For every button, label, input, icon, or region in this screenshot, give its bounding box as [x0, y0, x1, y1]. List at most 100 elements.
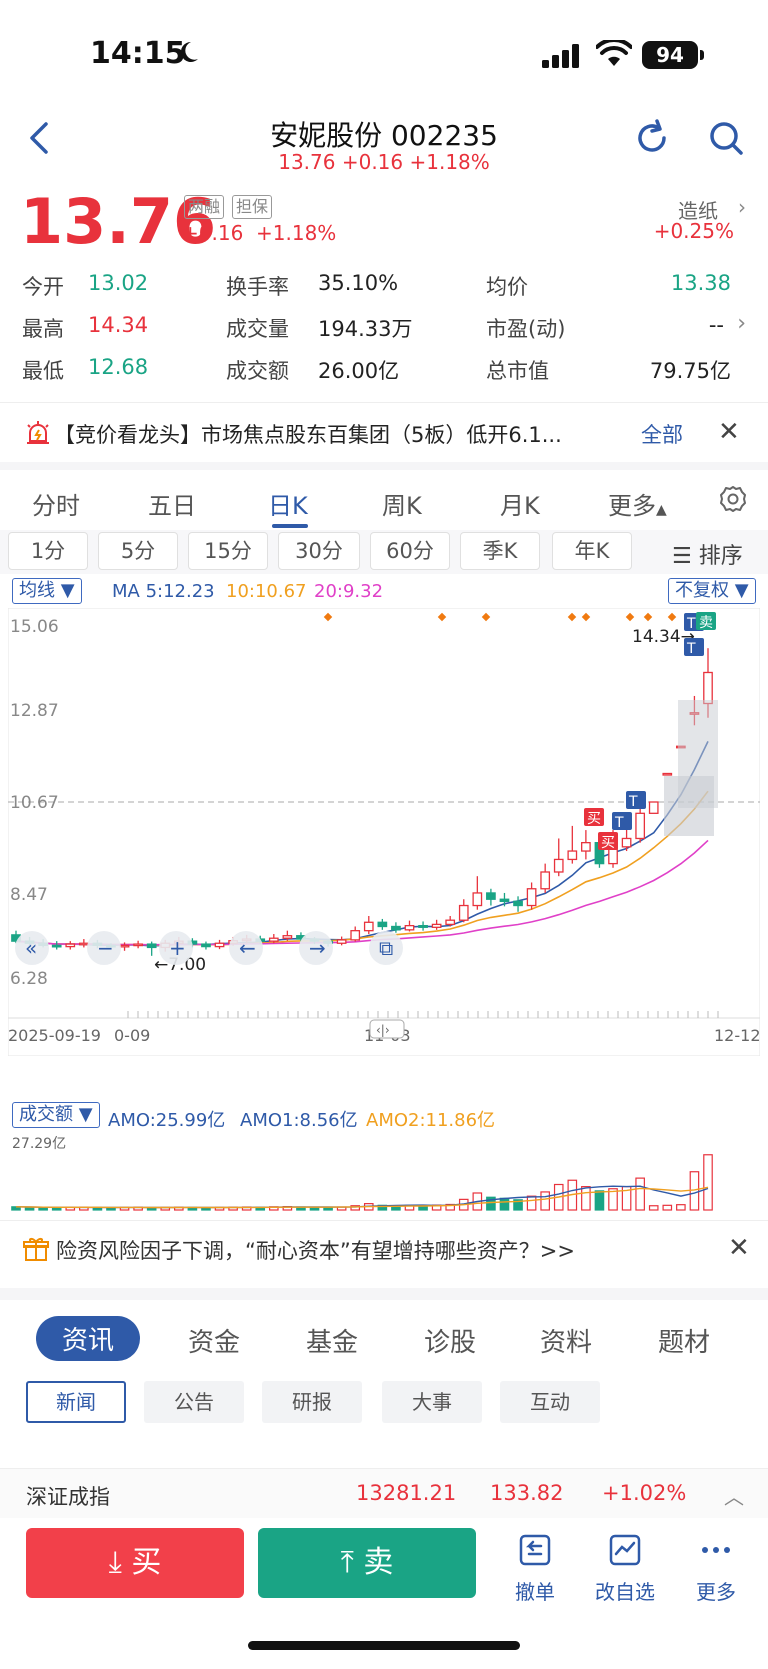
chart-frame	[8, 608, 760, 1056]
interval-15m[interactable]: 15分	[188, 532, 268, 570]
tab-monthly-k[interactable]: 月K	[500, 492, 540, 520]
revoke-button[interactable]: 撤单	[500, 1532, 570, 1605]
candle-body	[350, 930, 361, 941]
action-bar: ⤓ 买 ⤒ 卖 撤单 改自选 更多	[0, 1520, 768, 1630]
sort-button[interactable]: ☰ 排序	[672, 544, 743, 569]
stat-amount: 26.00亿	[318, 359, 400, 383]
volume-bar	[499, 1197, 510, 1211]
candle-body	[431, 923, 442, 928]
tab-fund[interactable]: 基金	[306, 1328, 359, 1358]
more-button[interactable]: 更多	[681, 1532, 751, 1605]
buy-signal: 买	[601, 835, 615, 851]
volume-bar	[51, 1207, 62, 1211]
arrow-left-icon-bg	[229, 931, 263, 965]
ticker-text[interactable]: 【竞价看龙头】市场焦点股东百集团（5板）低开6.1...	[54, 423, 562, 447]
y-tick-label: 6.28	[10, 969, 48, 989]
chevron-up-icon[interactable]: ︿	[724, 1485, 744, 1509]
x-tick-label: 2025-09-19	[8, 1026, 101, 1045]
battery-indicator: 94	[642, 41, 698, 69]
volume-bar	[635, 1177, 645, 1211]
stat-label: 总市值	[486, 359, 549, 383]
sell-icon: ⤒	[340, 1545, 354, 1580]
industry-link[interactable]: 造纸	[678, 199, 718, 223]
adjust-selector[interactable]: 不复权 ▼	[668, 578, 756, 604]
gap-area	[678, 700, 718, 808]
interval-quarter[interactable]: 季K	[460, 532, 540, 570]
ma20-line	[15, 839, 709, 946]
interval-year[interactable]: 年K	[552, 532, 632, 570]
index-bar[interactable]: 深证成指 13281.21 133.82 +1.02% ︿	[0, 1468, 768, 1518]
arrow-right-icon: →	[309, 936, 326, 960]
tab-daily-k[interactable]: 日K	[268, 492, 308, 520]
tab-diagnose[interactable]: 诊股	[424, 1328, 477, 1358]
tab-funds[interactable]: 资金	[188, 1328, 241, 1358]
arrow-right-icon-bg	[299, 931, 333, 965]
stat-label: 最高	[22, 317, 64, 341]
edit-watchlist-button[interactable]: 改自选	[590, 1532, 660, 1605]
arrow-left-icon: ←	[239, 936, 256, 960]
current-price: 13.76	[20, 185, 217, 258]
price-change: +0.16 +1.18%	[182, 221, 337, 245]
volume-bar	[703, 1154, 713, 1211]
subtab-announcement[interactable]: 公告	[144, 1381, 244, 1423]
tab-five-day[interactable]: 五日	[148, 492, 196, 520]
subtab-research[interactable]: 研报	[262, 1381, 362, 1423]
y-tick-label: 8.47	[10, 885, 48, 905]
volume-bar	[608, 1188, 618, 1211]
ticker-all-link[interactable]: 全部	[641, 423, 683, 447]
stat-pe: --	[708, 313, 724, 337]
buy-button[interactable]: ⤓ 买	[26, 1528, 244, 1598]
sell-button[interactable]: ⤒ 卖	[258, 1528, 476, 1598]
subtab-interaction[interactable]: 互动	[500, 1381, 600, 1423]
tab-more[interactable]: 更多▲	[608, 492, 667, 520]
kline-chart[interactable]: 15.0612.8710.678.476.282025-09-190-0911-…	[8, 608, 760, 1056]
y-tick-label: 12.87	[10, 701, 59, 721]
ma-selector[interactable]: 均线 ▼	[12, 578, 82, 604]
candle-body	[282, 935, 293, 939]
tab-intraday[interactable]: 分时	[32, 492, 80, 520]
volume-bar	[445, 1203, 456, 1211]
caret-up-icon: ▲	[656, 502, 667, 518]
refresh-icon[interactable]	[632, 118, 672, 158]
candle-body	[65, 943, 76, 948]
tab-topics[interactable]: 题材	[658, 1328, 711, 1358]
tab-news-info[interactable]: 资讯	[36, 1316, 141, 1361]
stat-open: 13.02	[88, 271, 149, 295]
tab-profile[interactable]: 资料	[540, 1328, 593, 1358]
interval-tabs: 1分 5分 15分 30分 60分 季K 年K ☰ 排序	[0, 530, 768, 574]
subtab-events[interactable]: 大事	[382, 1381, 482, 1423]
t-signal: T	[614, 815, 624, 831]
interval-5m[interactable]: 5分	[98, 532, 178, 570]
y-tick-label: 15.06	[10, 617, 59, 637]
candle-body	[567, 850, 578, 861]
news-ticker[interactable]: 【竞价看龙头】市场焦点股东百集团（5板）低开6.1... 全部 ✕	[0, 402, 768, 462]
volume-chart[interactable]: 27.29亿	[8, 1130, 760, 1212]
subtab-news[interactable]: 新闻	[26, 1381, 126, 1423]
ma-legend: 均线 ▼ MA 5:12.23 10:10.67 20:9.32 不复权 ▼	[0, 578, 768, 608]
candle-body	[472, 892, 483, 907]
nav-header: 安妮股份 002235 13.76 +0.16 +1.18%	[0, 100, 768, 180]
interval-1m[interactable]: 1分	[8, 532, 88, 570]
y-tick-label: 10.67	[10, 793, 59, 813]
tab-weekly-k[interactable]: 周K	[382, 492, 422, 520]
chevron-right-icon[interactable]: ›	[737, 311, 746, 336]
gear-icon[interactable]	[718, 484, 748, 514]
home-indicator	[248, 1641, 520, 1650]
buy-signal-bg	[584, 808, 604, 826]
back-icon[interactable]	[24, 118, 54, 158]
promo-banner[interactable]: 险资风险因子下调，“耐心资本”有望增持哪些资产？>> ✕	[0, 1220, 768, 1276]
buy-signal: 买	[587, 811, 601, 827]
interval-60m[interactable]: 60分	[370, 532, 450, 570]
volume-legend: 成交额 ▼ AMO:25.99亿 AMO1:8.56亿 AMO2:11.86亿	[0, 1100, 768, 1131]
close-icon[interactable]: ✕	[728, 1233, 750, 1263]
candle-body	[703, 671, 713, 705]
promo-text[interactable]: 险资风险因子下调，“耐心资本”有望增持哪些资产？>>	[56, 1239, 575, 1263]
search-icon[interactable]	[706, 118, 746, 158]
stat-label: 换手率	[226, 275, 289, 299]
interval-30m[interactable]: 30分	[278, 532, 360, 570]
volume-bar	[581, 1186, 591, 1211]
chevron-right-icon: ›	[738, 195, 746, 219]
candle-body	[581, 842, 591, 852]
volume-selector[interactable]: 成交额 ▼	[12, 1102, 100, 1128]
close-icon[interactable]: ✕	[718, 417, 740, 447]
